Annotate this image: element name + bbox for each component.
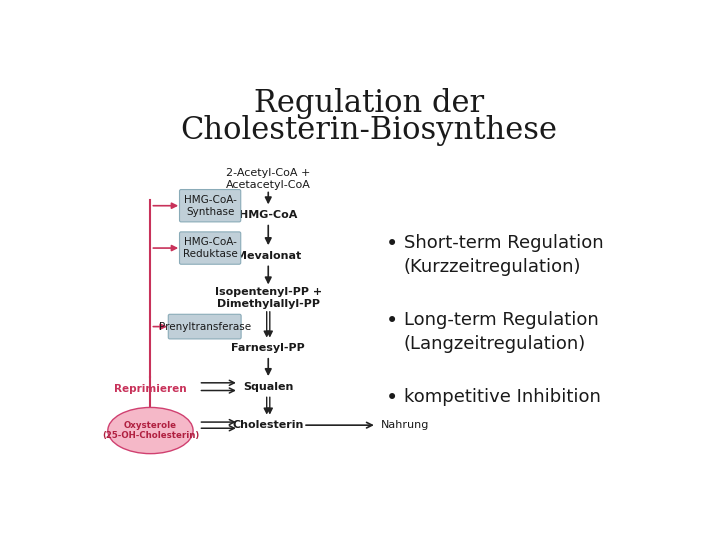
Text: •: •	[386, 311, 398, 331]
Text: •: •	[386, 388, 398, 408]
FancyBboxPatch shape	[179, 190, 240, 222]
Ellipse shape	[108, 408, 193, 454]
Text: Reprimieren: Reprimieren	[114, 384, 186, 394]
Text: Cholesterin-Biosynthese: Cholesterin-Biosynthese	[181, 115, 557, 146]
Text: Cholesterin: Cholesterin	[233, 420, 304, 430]
Text: Squalen: Squalen	[243, 382, 294, 392]
FancyBboxPatch shape	[168, 314, 241, 339]
Text: Prenyltransferase: Prenyltransferase	[158, 322, 251, 332]
Text: Regulation der: Regulation der	[254, 88, 484, 119]
Text: Isopentenyl-PP +
Dimethylallyl-PP: Isopentenyl-PP + Dimethylallyl-PP	[215, 287, 322, 309]
Text: HMG-CoA: HMG-CoA	[239, 210, 297, 220]
Text: •: •	[386, 234, 398, 254]
Text: kompetitive Inhibition: kompetitive Inhibition	[404, 388, 600, 406]
Text: Mevalonat: Mevalonat	[235, 251, 301, 261]
Text: Long-term Regulation
(Langzeitregulation): Long-term Regulation (Langzeitregulation…	[404, 311, 598, 353]
Text: Nahrung: Nahrung	[381, 420, 429, 430]
Text: Short-term Regulation
(Kurzzeitregulation): Short-term Regulation (Kurzzeitregulatio…	[404, 234, 603, 276]
Text: Oxysterole
(25-OH-Cholesterin): Oxysterole (25-OH-Cholesterin)	[102, 421, 199, 440]
Text: HMG-CoA-
Synthase: HMG-CoA- Synthase	[184, 195, 237, 217]
Text: HMG-CoA-
Reduktase: HMG-CoA- Reduktase	[183, 237, 238, 259]
Text: 2-Acetyl-CoA +
Acetacetyl-CoA: 2-Acetyl-CoA + Acetacetyl-CoA	[226, 167, 311, 190]
FancyBboxPatch shape	[179, 232, 240, 264]
Text: Farnesyl-PP: Farnesyl-PP	[231, 343, 305, 353]
